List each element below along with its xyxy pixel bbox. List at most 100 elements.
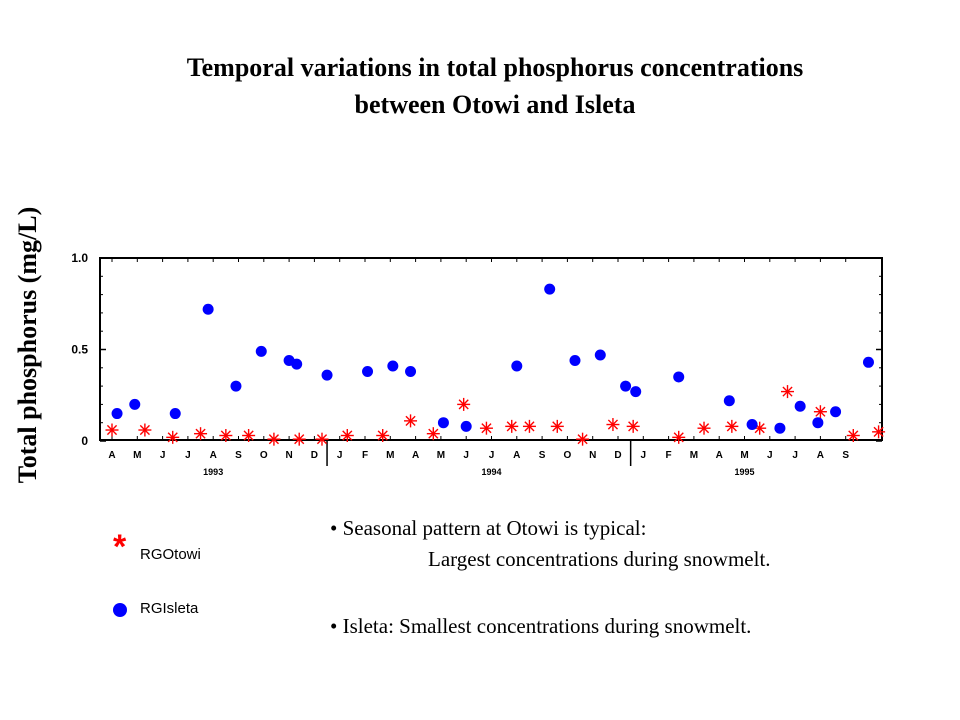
isleta-point (723, 395, 735, 407)
x-month-label: M (437, 450, 445, 461)
otowi-point (522, 419, 536, 433)
isleta-point (169, 408, 181, 420)
x-month-label: J (463, 450, 469, 461)
x-month-label: O (260, 450, 268, 461)
otowi-point (376, 429, 390, 443)
year-label: 1995 (734, 467, 754, 477)
isleta-point (569, 354, 581, 366)
x-month-label: M (740, 450, 748, 461)
otowi-point (166, 430, 180, 444)
x-month-label: A (210, 450, 217, 461)
x-month-label: A (817, 450, 824, 461)
x-month-label: J (792, 450, 798, 461)
isleta-point (830, 406, 842, 418)
x-month-label: A (716, 450, 723, 461)
plot-frame (99, 257, 883, 441)
x-month-label: J (337, 450, 343, 461)
otowi-point (697, 421, 711, 435)
isleta-point (673, 371, 685, 383)
x-month-label: M (386, 450, 394, 461)
year-label: 1994 (481, 467, 501, 477)
otowi-point (242, 429, 256, 443)
x-month-label: J (489, 450, 495, 461)
isleta-point (255, 345, 267, 357)
otowi-point (194, 427, 208, 441)
x-month-label: S (235, 450, 242, 461)
legend-label-otowi: RGOtowi (140, 546, 201, 563)
isleta-point (812, 417, 824, 429)
isleta-point (774, 422, 786, 434)
chart-title-line-2: between Otowi and Isleta (354, 90, 636, 119)
x-month-label: S (842, 450, 849, 461)
isleta-point (362, 365, 374, 377)
otowi-point (292, 432, 306, 446)
isleta-point (460, 420, 472, 432)
year-label: 1993 (203, 467, 223, 477)
y-tick-label: 1.0 (71, 251, 88, 265)
otowi-point (138, 423, 152, 437)
isleta-point (405, 365, 417, 377)
isleta-point (111, 408, 123, 420)
chart-title-line-1: Temporal variations in total phosphorus … (186, 53, 804, 82)
otowi-point (813, 405, 827, 419)
isleta-point (437, 417, 449, 429)
x-month-label: A (108, 450, 115, 461)
otowi-point (426, 427, 440, 441)
isleta-point (202, 303, 214, 315)
x-month-label: A (513, 450, 520, 461)
legend-label-isleta: RGIsleta (140, 600, 199, 617)
note-bullet-2: • Isleta: Smallest concentrations during… (330, 614, 752, 638)
x-month-label: F (362, 450, 368, 461)
otowi-point (872, 425, 886, 439)
x-month-label: M (133, 450, 141, 461)
otowi-point (219, 429, 233, 443)
x-month-label: S (539, 450, 546, 461)
x-month-label: F (666, 450, 672, 461)
otowi-point (479, 421, 493, 435)
note-bullet-1-detail: Largest concentrations during snowmelt. (428, 547, 771, 571)
isleta-point (594, 349, 606, 361)
x-month-label: J (767, 450, 773, 461)
isleta-point (129, 398, 141, 410)
isleta-point (321, 369, 333, 381)
otowi-point (606, 418, 620, 432)
otowi-point (315, 432, 329, 446)
otowi-point (781, 385, 795, 399)
y-tick-label: 0.5 (71, 343, 88, 357)
x-month-label: J (160, 450, 166, 461)
otowi-point (626, 419, 640, 433)
isleta-point (511, 360, 523, 372)
note-bullet-1: • Seasonal pattern at Otowi is typical: (330, 516, 647, 540)
isleta-point (746, 419, 758, 431)
x-month-label: O (564, 450, 572, 461)
isleta-point (230, 380, 242, 392)
legend-isleta-circle-icon (113, 603, 127, 617)
x-month-label: J (185, 450, 191, 461)
otowi-point (846, 429, 860, 443)
otowi-point (404, 414, 418, 428)
isleta-point (862, 356, 874, 368)
otowi-point (505, 419, 519, 433)
x-month-label: D (311, 450, 318, 461)
isleta-point (291, 358, 303, 370)
otowi-point (550, 419, 564, 433)
otowi-point (672, 430, 686, 444)
x-month-label: M (690, 450, 698, 461)
x-month-label: N (285, 450, 292, 461)
isleta-point (387, 360, 399, 372)
otowi-point (725, 419, 739, 433)
otowi-point (105, 423, 119, 437)
otowi-point (457, 397, 471, 411)
otowi-point (340, 429, 354, 443)
legend-otowi-asterisk-icon: * (113, 528, 127, 566)
isleta-point (794, 400, 806, 412)
isleta-point (544, 283, 556, 295)
y-tick-label: 0 (81, 434, 88, 448)
otowi-point (576, 432, 590, 446)
isleta-point (620, 380, 632, 392)
x-month-label: J (641, 450, 647, 461)
otowi-point (267, 432, 281, 446)
x-month-label: D (614, 450, 621, 461)
